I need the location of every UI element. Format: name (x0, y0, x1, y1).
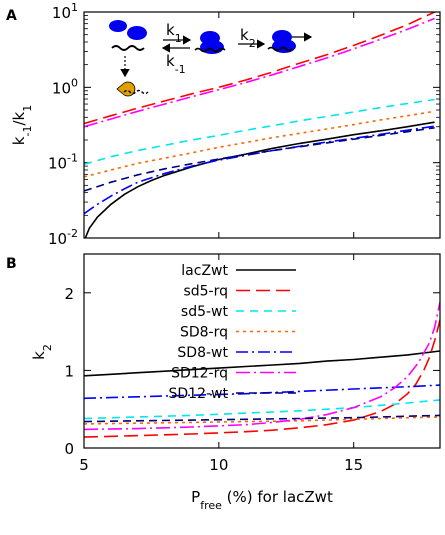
panel-a-series (84, 12, 435, 238)
panel-b-series-SD12-rq (84, 301, 440, 431)
panel-b-series-SD8-wt (84, 384, 440, 400)
panel-b-ticks: 5 10 15 0 1 2 (64, 254, 440, 474)
legend-label-sd5-wt: sd5-wt (181, 304, 229, 320)
panel-a-series-SD12-wt (84, 127, 435, 192)
panel-b-xtick-label: 5 (79, 456, 89, 474)
legend-label-SD12-rq: SD12-rq (171, 366, 228, 382)
panel-b-ylabel: k2 (30, 344, 54, 360)
panel-a-series-lacZwt (84, 121, 435, 238)
panel-b-letter: B (6, 256, 17, 272)
panel-a-series-sd5-wt (84, 98, 435, 166)
k-1-label: k-1 (166, 52, 186, 76)
panel-a-ytick-label: 101 (52, 1, 78, 22)
k1-label: k1 (166, 21, 182, 45)
panel-a-series-SD8-wt (84, 125, 435, 215)
panel-b-series (84, 301, 440, 438)
translating-ribosome-icon (267, 30, 313, 53)
initiation-complex-icon (194, 31, 226, 54)
panel-a-ytick-label: 10-2 (48, 227, 78, 248)
panel-b-series-sd5-wt (84, 399, 440, 420)
panel-b-xtick-label: 10 (209, 456, 228, 474)
panel-a-ticks: 10-2 10-1 100 101 (48, 1, 440, 248)
panel-b-xlabel: Pfree (%) for lacZwt (191, 488, 333, 512)
mrna-free-icon (111, 45, 145, 51)
legend-label-SD8-wt: SD8-wt (177, 345, 228, 361)
panel-b-ytick-label: 1 (64, 362, 74, 380)
panel-a-ytick-label: 10-1 (48, 152, 78, 173)
panel-a-frame (83, 11, 441, 239)
legend-label-SD8-rq: SD8-rq (180, 325, 228, 341)
panel-b-series-lacZwt (84, 350, 440, 377)
legend-label-SD12-wt: SD12-wt (169, 386, 229, 402)
panel-a-series-sd5-rq (84, 12, 435, 125)
ribosome-subunits-icon (109, 20, 147, 40)
k2-label: k2 (240, 26, 256, 50)
legend-label-sd5-rq: sd5-rq (183, 284, 228, 300)
panel-b-frame (83, 253, 441, 449)
panel-a: A 10-2 10-1 100 101 k-1/k1 k1 k-1 k2 (6, 1, 441, 248)
panel-a-ylabel: k-1/k1 (10, 105, 34, 145)
panel-b-series-SD12-wt (84, 414, 440, 423)
panel-a-ytick-label: 100 (52, 76, 78, 97)
panel-b-ytick-label: 0 (64, 440, 74, 458)
legend-label-lacZwt: lacZwt (181, 263, 228, 279)
legend: lacZwt sd5-rq sd5-wt SD8-rq SD8-wt SD12-rq SD1… (169, 263, 296, 402)
panel-b-xtick-label: 15 (344, 456, 363, 474)
panel-a-series-SD8-rq (84, 110, 435, 178)
panel-a-series-SD12-rq (84, 17, 435, 128)
binding-mechanism-inset: k1 k-1 k2 (109, 20, 313, 97)
panel-b-ytick-label: 2 (64, 285, 74, 303)
panel-b-series-sd5-rq (84, 319, 440, 438)
rnase-degradation-icon (116, 81, 149, 97)
panel-b: B 5 10 15 0 1 2 k2 Pfree (%) for lacZwt lacZw… (6, 253, 441, 512)
panel-a-letter: A (6, 8, 17, 24)
